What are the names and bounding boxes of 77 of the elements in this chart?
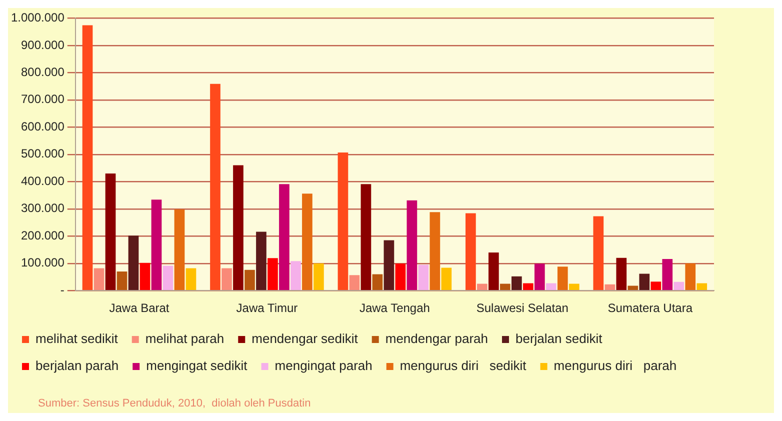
bar (186, 268, 196, 290)
bar (662, 259, 673, 290)
x-tick-label: Sumatera Utara (608, 301, 693, 316)
legend-label: mengingat parah (274, 358, 372, 374)
bar (406, 200, 418, 290)
bar (372, 274, 383, 290)
bar (244, 270, 255, 290)
bar (628, 286, 638, 290)
y-tick-label: 100.000 (20, 256, 65, 270)
bar (522, 283, 534, 290)
bar (151, 200, 162, 290)
text: Sumber: Sensus Penduduk, 2010, diolah oleh Pusdatin (38, 398, 311, 410)
bar (500, 284, 510, 290)
bar (82, 25, 93, 290)
bar (105, 173, 116, 290)
bar (430, 212, 440, 290)
bar (233, 165, 244, 290)
bar (511, 276, 522, 290)
y-tick-label: 900.000 (20, 38, 65, 52)
y-tick-label: 300.000 (20, 201, 65, 216)
y-tick-label: 600.000 (20, 119, 65, 134)
bar (477, 284, 488, 290)
y-tick-label: 1.000.000 (10, 10, 65, 25)
bar (314, 263, 324, 290)
bar (210, 84, 220, 290)
bar (441, 268, 452, 290)
bar (466, 213, 476, 290)
bar (174, 209, 185, 290)
bar (162, 266, 174, 290)
y-tick-label: 200.000 (20, 228, 65, 242)
bar (256, 232, 266, 290)
bar (349, 275, 360, 290)
legend-label: mengurus diri parah (554, 358, 677, 374)
bar (128, 236, 139, 290)
x-tick-label: Jawa Timur (236, 301, 298, 316)
legend-label: melihat sedikit (36, 331, 118, 346)
bar (140, 262, 150, 290)
x-tick-label: Sulawesi Selatan (476, 301, 568, 316)
y-tick-label: 700.000 (20, 92, 65, 106)
bar (557, 266, 568, 290)
x-tick-label: Jawa Tengah (359, 301, 430, 316)
y-tick-label: 500.000 (20, 146, 65, 161)
x-tick-label: Jawa Barat (109, 301, 170, 316)
bar (360, 184, 372, 290)
bar (568, 284, 580, 290)
legend-label: mengingat sedikit (146, 358, 248, 374)
bar (94, 268, 104, 290)
bar (395, 264, 406, 290)
bar (418, 264, 429, 290)
bar (290, 261, 301, 290)
bar (338, 152, 348, 290)
legend-label: mengurus diri sedikit (400, 358, 527, 374)
bar (279, 184, 290, 290)
bar (696, 283, 708, 290)
bar (685, 263, 696, 290)
bar (616, 258, 627, 290)
legend-label: berjalan parah (36, 358, 119, 374)
bar (534, 264, 545, 290)
legend-label: berjalan sedikit (515, 331, 603, 346)
bar (604, 284, 616, 290)
bar (222, 268, 232, 290)
bar (384, 240, 394, 290)
y-tick-label: 400.000 (20, 174, 65, 188)
bar (302, 194, 312, 290)
bar (268, 258, 278, 290)
y-tick-label: 800.000 (20, 64, 65, 79)
bar (674, 282, 684, 290)
y-tick-label: - (60, 282, 64, 297)
legend-label: mendengar sedikit (252, 331, 358, 346)
legend-label: mendengar parah (385, 331, 488, 346)
bar (116, 272, 128, 290)
bar (488, 252, 499, 290)
legend-label: melihat parah (145, 331, 224, 346)
bar (650, 282, 662, 290)
bar (546, 283, 556, 290)
bar (593, 216, 604, 290)
bar (639, 274, 650, 290)
